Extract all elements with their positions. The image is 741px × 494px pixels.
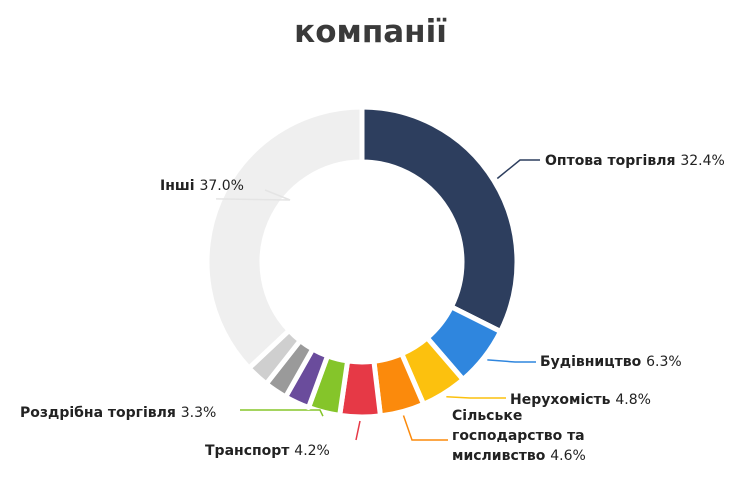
slice-9 xyxy=(204,104,365,371)
slice-label-2: Нерухомість 4.8% xyxy=(510,392,651,408)
chart-title: компанії xyxy=(294,14,447,50)
leader-line-3 xyxy=(402,415,448,441)
leader-line-9 xyxy=(216,189,291,201)
slice-label-1: Будівництво 6.3% xyxy=(540,354,682,370)
slice-label-9: Інші 37.0% xyxy=(160,178,244,194)
leader-line-1 xyxy=(487,359,536,363)
leader-line-4 xyxy=(355,420,361,441)
leader-line-0 xyxy=(496,159,540,180)
leader-line-2 xyxy=(446,396,506,399)
slice-0 xyxy=(359,104,520,334)
leader-line-5 xyxy=(240,409,324,417)
slice-label-5: Роздрібна торгівля 3.3% xyxy=(20,405,216,421)
slice-label-4: Транспорт 4.2% xyxy=(205,443,330,459)
slice-label-0: Оптова торгівля 32.4% xyxy=(545,153,725,169)
slice-label-3: Сільське господарство та мисливство 4.6% xyxy=(452,408,586,464)
